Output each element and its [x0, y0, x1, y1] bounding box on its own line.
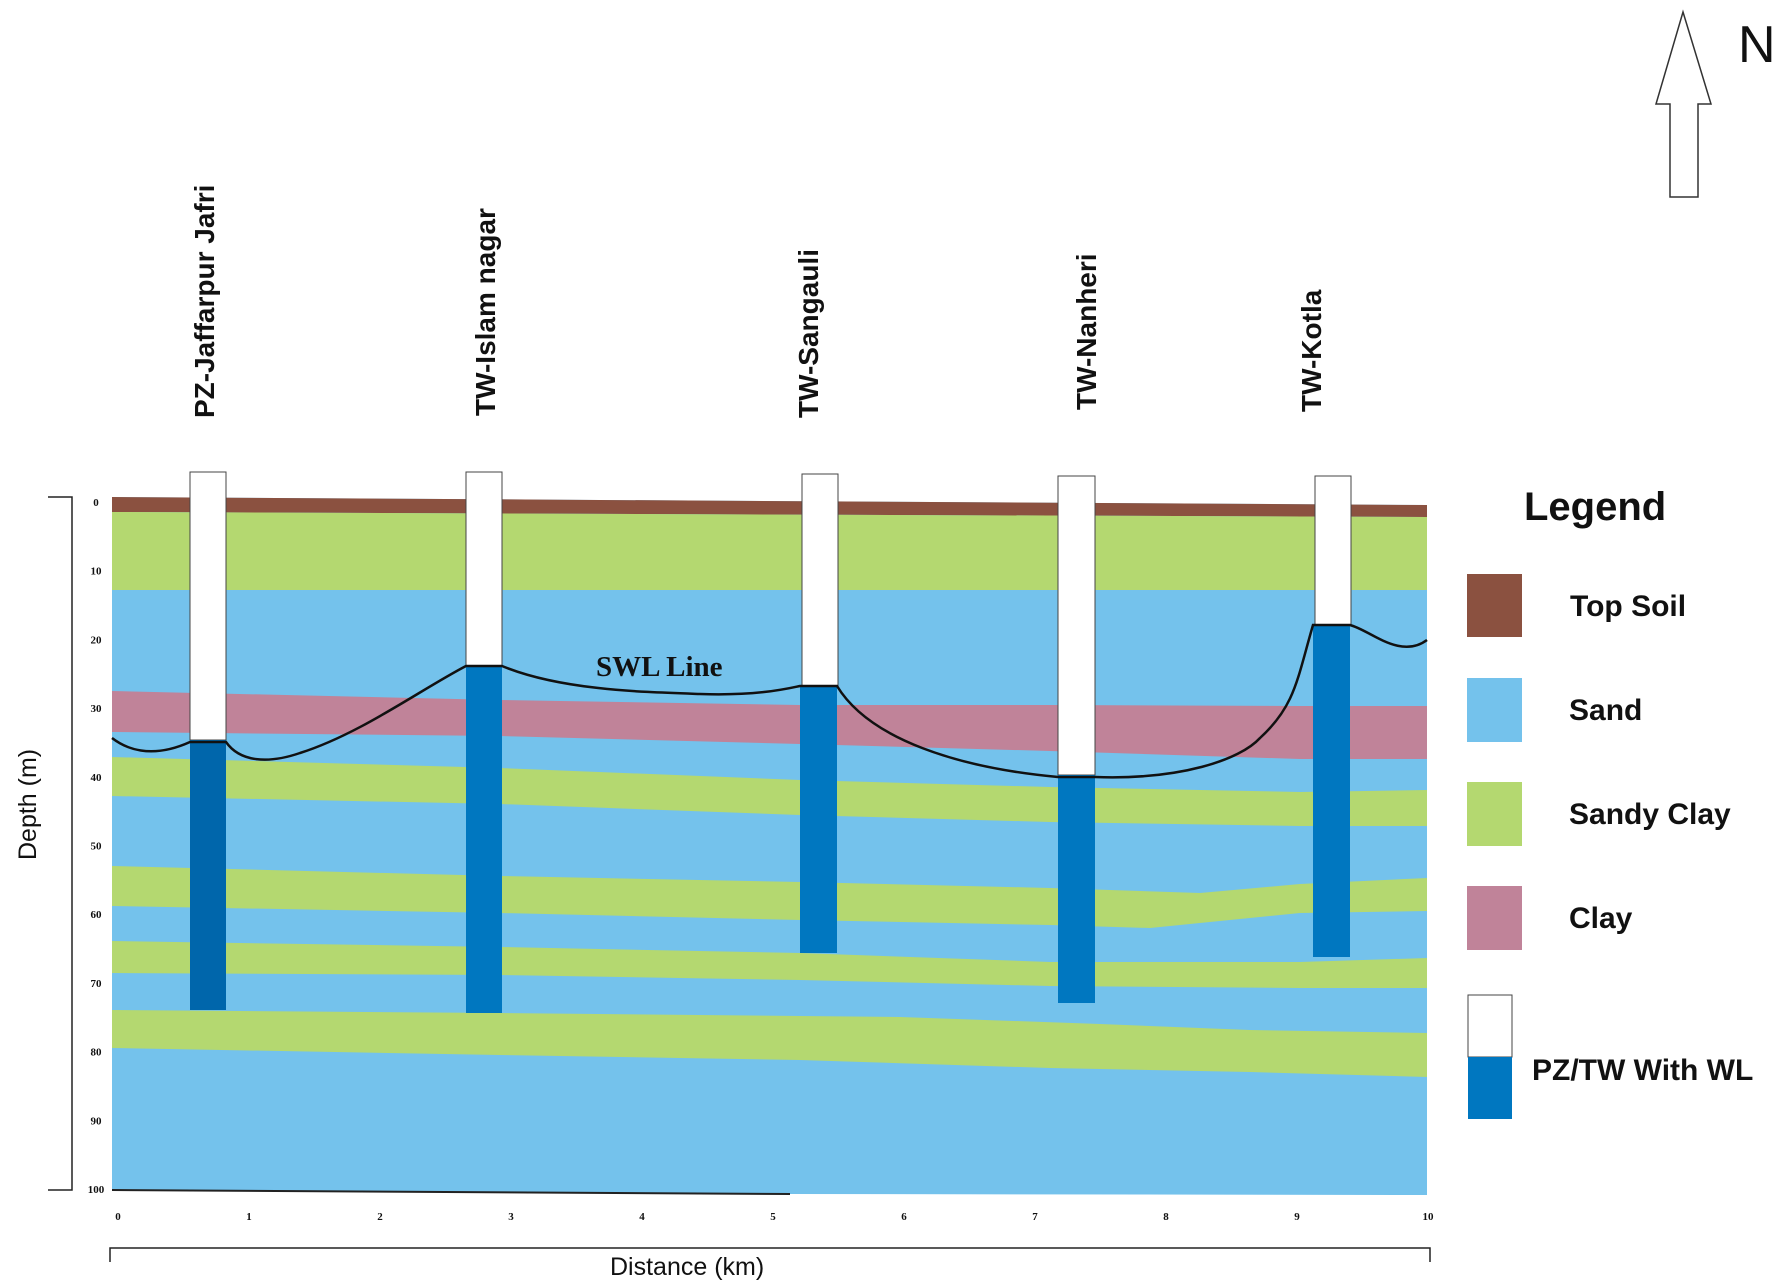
layer-top-soil — [112, 497, 1427, 517]
north-arrow: N — [1654, 9, 1776, 198]
legend-swatch-well-water — [1468, 1057, 1512, 1119]
well-jaffarpur-water — [190, 740, 226, 1010]
distance-tick-5: 5 — [770, 1211, 776, 1223]
depth-tick-60: 60 — [91, 909, 103, 921]
well-kotla-water — [1313, 625, 1350, 957]
well-nanheri-water — [1058, 775, 1095, 1003]
distance-tick-labels: 0 1 2 3 4 5 6 7 8 9 10 — [115, 1211, 1434, 1223]
legend-swatch-well-dry — [1467, 994, 1513, 1058]
well-nanheri-casing — [1057, 475, 1096, 776]
north-arrow-icon — [1654, 9, 1713, 198]
well-sangauli-casing — [801, 473, 839, 687]
depth-tick-10: 10 — [91, 566, 103, 578]
distance-tick-9: 9 — [1294, 1211, 1300, 1223]
layer-sandy-clay-2 — [112, 757, 1427, 826]
depth-tick-30: 30 — [91, 703, 103, 715]
distance-tick-4: 4 — [639, 1211, 645, 1223]
depth-tick-50: 50 — [91, 841, 103, 853]
distance-tick-0: 0 — [115, 1211, 121, 1223]
depth-tick-labels: 0 10 20 30 40 50 60 70 80 90 100 — [88, 497, 105, 1196]
wells — [189, 471, 1352, 1013]
well-islam-nagar-water — [466, 666, 502, 1013]
depth-tick-20: 20 — [91, 634, 103, 646]
distance-tick-1: 1 — [246, 1211, 252, 1223]
distance-axis-bracket — [109, 1247, 1431, 1262]
legend-swatch-sand — [1467, 678, 1522, 742]
legend-swatch-clay — [1467, 886, 1522, 950]
depth-axis-bracket — [48, 496, 73, 1191]
depth-tick-70: 70 — [91, 978, 103, 990]
depth-axis: Depth (m) 0 10 20 30 40 50 60 70 80 90 100 — [14, 496, 105, 1196]
legend-label-well: PZ/TW With WL — [1532, 1054, 1753, 1087]
distance-axis-title: Distance (km) — [610, 1253, 764, 1281]
distance-tick-8: 8 — [1163, 1211, 1169, 1223]
distance-tick-7: 7 — [1032, 1211, 1038, 1223]
legend-label-sand: Sand — [1569, 694, 1642, 727]
depth-tick-40: 40 — [91, 772, 103, 784]
well-label-sangauli: TW-Sangauli — [793, 249, 824, 418]
layer-sand-base — [112, 497, 1427, 1195]
legend-swatch-sandy-clay — [1467, 782, 1522, 846]
swl-label: SWL Line — [596, 651, 723, 683]
distance-tick-2: 2 — [377, 1211, 383, 1223]
depth-tick-0: 0 — [93, 497, 99, 509]
well-labels: PZ-Jaffarpur Jafri TW-Islam nagar TW-San… — [189, 185, 1327, 418]
well-kotla-casing — [1314, 475, 1352, 626]
well-jaffarpur-casing — [189, 471, 227, 741]
distance-tick-6: 6 — [901, 1211, 907, 1223]
distance-tick-3: 3 — [508, 1211, 514, 1223]
section-bottom-line — [111, 1189, 791, 1195]
layer-sandy-clay-3 — [112, 866, 1427, 928]
well-label-nanheri: TW-Nanheri — [1071, 253, 1102, 410]
swl-line — [111, 623, 1428, 779]
depth-tick-80: 80 — [91, 1047, 103, 1059]
legend-label-sandy-clay: Sandy Clay — [1569, 798, 1731, 831]
legend-title: Legend — [1524, 485, 1666, 529]
distance-tick-10: 10 — [1423, 1211, 1435, 1223]
layer-sandy-clay-4 — [112, 941, 1427, 988]
layer-sandy-clay-5 — [112, 1010, 1427, 1077]
well-label-islam-nagar: TW-Islam nagar — [470, 208, 501, 416]
well-sangauli-water — [800, 686, 837, 953]
legend-swatch-top-soil — [1467, 574, 1522, 637]
well-islam-nagar-casing — [465, 471, 503, 667]
well-label-jaffarpur: PZ-Jaffarpur Jafri — [189, 185, 220, 418]
layer-clay — [112, 691, 1427, 759]
legend-label-top-soil: Top Soil — [1570, 590, 1686, 623]
legend-label-clay: Clay — [1569, 902, 1633, 935]
well-label-kotla: TW-Kotla — [1296, 289, 1327, 412]
depth-axis-title: Depth (m) — [14, 749, 42, 860]
legend: Legend Top Soil Sand Sandy Clay Clay PZ/… — [1467, 485, 1753, 1119]
layer-sandy-clay-1 — [112, 512, 1427, 590]
depth-tick-100: 100 — [88, 1184, 105, 1196]
geology-layers — [111, 497, 1427, 1195]
distance-axis: 0 1 2 3 4 5 6 7 8 9 10 Distance (km) — [109, 1211, 1434, 1281]
north-label: N — [1738, 16, 1776, 74]
depth-tick-90: 90 — [91, 1115, 103, 1127]
